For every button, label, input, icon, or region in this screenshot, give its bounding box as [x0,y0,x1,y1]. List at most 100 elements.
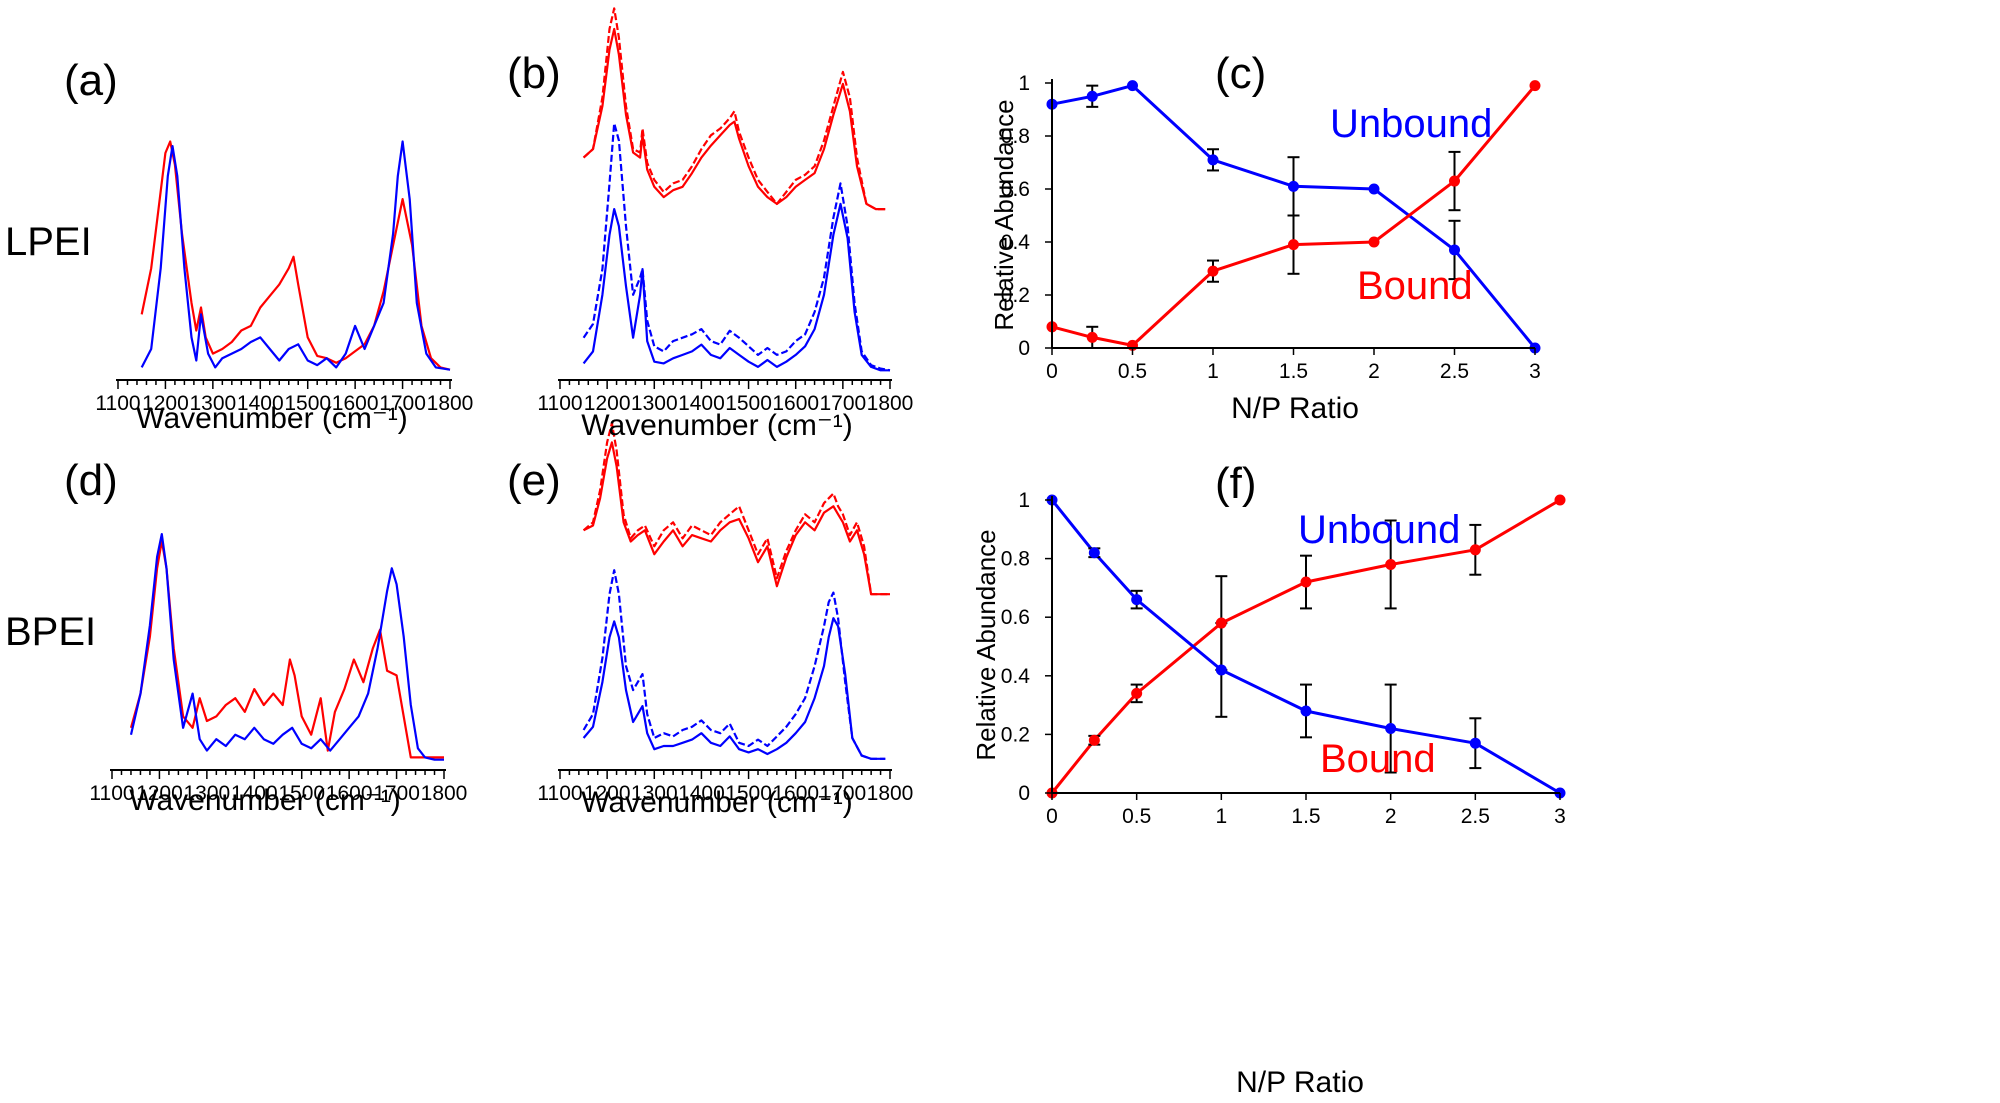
panel-c-y-axis-title: Relative Abundance [989,99,1019,330]
panel-c-label: (c) [1215,49,1266,98]
panel-b-series-0-line [582,7,886,211]
panel-f-series-1-point [1469,737,1481,749]
panel-c-x-tick-label: 1 [1207,360,1219,383]
panel-c-series-1-point [1207,265,1219,277]
panel-a-label: (a) [64,56,118,105]
panel-e-series-3-line [582,617,886,760]
panel-f-x-tick-label: 2 [1385,805,1397,828]
panel-c-x-tick-label: 0.5 [1118,360,1147,383]
panel-e-label: (e) [507,456,561,505]
panel-c-x-tick-label: 3 [1529,360,1541,383]
panel-f-series-1-point [1215,664,1227,676]
panel-b-x-axis-title: Wavenumber (cm⁻¹) [581,409,852,442]
panel-c-y-tick-label: 0.2 [1001,284,1030,307]
panel-e-x-tick-label: 1400 [678,782,725,805]
panel-c-series-0-point [1449,244,1460,256]
panel-f-series-1-line [1050,499,1561,795]
panel-f-series-0-point [1469,544,1481,556]
panel-d-series-1-line [129,533,444,761]
panel-e-x-tick-label: 1100 [537,782,582,805]
panel-f-series-0-point [1300,576,1312,588]
panel-c-series-1-point [1368,236,1380,248]
row-label-bpei: BPEI [5,610,96,654]
panel-f-series-1-point [1300,705,1312,717]
row-label-lpei: LPEI [5,220,92,264]
panel-c-series-1-point [1086,331,1098,343]
panel-d-label: (d) [64,456,118,505]
panel-e-x-tick-label: 1700 [819,782,866,805]
panel-f-series-0-point [1215,617,1227,629]
panel-c-series-0-point [1288,180,1299,192]
panel-f-y-tick-label: 0.2 [1001,723,1030,746]
panel-f-x-tick-label: 1 [1215,805,1227,828]
panel-f-x-axis-title: N/P Ratio [1236,1066,1364,1099]
panel-f-x-tick-label: 0.5 [1122,805,1151,828]
panel-b-x-tick-label: 1800 [867,392,914,415]
panel-b-x-tick-label: 1100 [537,392,582,415]
panel-f-y-axis-title: Relative Abundance [971,529,1001,760]
panel-c-y-tick-label: 1 [1018,72,1030,95]
panel-f-series-0-point [1088,734,1100,746]
panel-f-y-tick-label: 0.4 [1001,665,1031,688]
panel-d-x-tick-label: 1200 [136,782,183,805]
panel-e-series-0-line [582,422,890,596]
panel-d-x-tick-label: 1400 [231,782,278,805]
panel-d-series-0-line [129,539,444,759]
panel-a-x-tick-label: 1300 [189,392,236,415]
panel-b-series-2-line [582,122,891,372]
panel-c-series-0-point [1086,90,1098,102]
panel-e-x-tick-label: 1300 [631,782,678,805]
panel-b-series-3-line [582,202,890,372]
panel-d-x-tick-label: 1500 [278,782,325,805]
panel-a-x-tick-label: 1200 [142,392,189,415]
panel-f-x-tick-label: 0 [1046,805,1058,828]
panel-d-x-tick-label: 1300 [183,782,230,805]
panel-c-y-tick-label: 0.6 [1001,178,1030,201]
panel-c-series-0-point [1368,183,1380,195]
panel-c-series-1-line [1051,84,1537,347]
panel-c-series-1-point [1288,239,1299,251]
panel-e-series-2-line [582,569,886,760]
panel-e-x-tick-label: 1500 [725,782,772,805]
panel-b-label: (b) [507,49,561,98]
panel-d-x-axis-title: Wavenumber (cm⁻¹) [129,784,400,817]
panel-c-series-0-line [1051,84,1537,349]
panel-c-series-0-point [1127,80,1138,92]
panel-a-x-tick-label: 1800 [427,392,474,415]
panel-f-series-0-point [1131,687,1143,699]
panel-f-series-0-point [1385,558,1397,570]
panel-f-y-tick-label: 1 [1018,489,1030,512]
panel-f-label: (f) [1215,459,1257,508]
panel-b-x-tick-label: 1600 [772,392,819,415]
panel-e-x-tick-label: 1200 [584,782,631,805]
panel-f-series-0-line [1050,498,1561,794]
panel-f-y-tick-label: 0 [1018,782,1030,805]
panel-d-x-tick-label: 1700 [373,782,420,805]
panel-c-x-tick-label: 2 [1368,360,1380,383]
panel-c-series-0-point [1207,154,1219,166]
panel-a-x-tick-label: 1700 [379,392,426,415]
panel-f-x-tick-label: 2.5 [1461,805,1490,828]
panel-e-series-1-line [583,441,890,596]
panel-a-x-tick-label: 1600 [332,392,379,415]
panel-f-series-1-point [1131,594,1143,606]
panel-f-x-tick-label: 3 [1554,805,1566,828]
panel-b-series-1-line [582,27,886,211]
panel-e-x-tick-label: 1800 [867,782,914,805]
panel-f-y-tick-label: 0.8 [1001,548,1030,571]
panel-a-x-tick-label: 1100 [95,392,140,415]
panel-c-x-axis-title: N/P Ratio [1231,392,1359,425]
panel-c-y-tick-label: 0.4 [1001,231,1031,254]
panel-b-x-tick-label: 1400 [678,392,725,415]
panel-c-x-tick-label: 0 [1046,360,1058,383]
panel-f-unbound-label: Unbound [1298,508,1460,552]
panel-c-y-tick-label: 0 [1018,337,1030,360]
panel-d-x-tick-label: 1600 [326,782,373,805]
panel-f-series-0-point [1554,494,1566,506]
panel-c-y-tick-label: 0.8 [1001,125,1030,148]
panel-f-series-1-point [1385,723,1397,735]
panel-c-series-1-point [1529,80,1541,92]
panel-a-x-tick-label: 1400 [237,392,284,415]
panel-b-x-tick-label: 1300 [631,392,678,415]
panel-a-x-axis-title: Wavenumber (cm⁻¹) [136,402,407,435]
